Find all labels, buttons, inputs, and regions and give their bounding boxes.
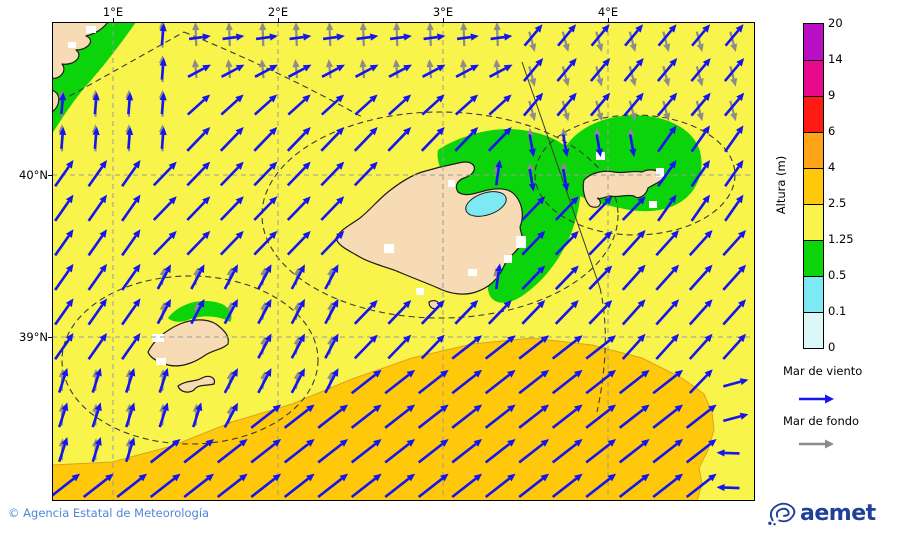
aemet-logo: aemet	[766, 498, 876, 528]
colorbar-level-label: 1.25	[828, 232, 854, 246]
land-masses	[51, 21, 665, 393]
aemet-logo-text: aemet	[800, 500, 876, 526]
aemet-logo-icon	[768, 502, 796, 526]
zone-boundaries	[51, 31, 736, 445]
menorca-island	[582, 169, 665, 208]
colorbar-segment	[804, 96, 823, 132]
colorbar-segment	[804, 24, 823, 60]
axis-tick	[608, 18, 609, 22]
copyright-text: © Agencia Estatal de Meteorología	[8, 506, 210, 520]
colorbar-level-label: 0	[828, 340, 836, 354]
axis-tick	[278, 18, 279, 22]
colorbar-level-label: 20	[828, 16, 843, 30]
colorbar-segment	[804, 276, 823, 312]
wind-sea-arrow-icon	[799, 394, 834, 404]
ytick-39n: 39°N	[19, 330, 48, 344]
wave-height-colorbar	[803, 23, 824, 349]
colorbar-title: Altura (m)	[774, 155, 788, 215]
xtick-1e: 1°E	[102, 5, 124, 19]
colorbar-level-label: 9	[828, 88, 836, 102]
colorbar-level-label: 0.1	[828, 304, 847, 318]
ibiza-island	[147, 319, 229, 367]
formentera-island	[177, 375, 215, 393]
colorbar-level-label: 14	[828, 52, 843, 66]
xtick-3e: 3°E	[432, 5, 454, 19]
axis-tick	[48, 337, 52, 338]
axis-tick	[113, 18, 114, 22]
colorbar-level-label: 0.5	[828, 268, 847, 282]
colorbar-level-label: 6	[828, 124, 836, 138]
swell-label: Mar de fondo	[783, 414, 860, 428]
colorbar-segment	[804, 132, 823, 168]
colorbar-level-label: 2.5	[828, 196, 847, 210]
calm-patches	[68, 26, 664, 365]
xtick-4e: 4°E	[597, 5, 619, 19]
mallorca-island	[335, 161, 524, 295]
colorbar-segment	[804, 204, 823, 240]
map-canvas	[49, 20, 755, 502]
ytick-40n: 40°N	[19, 168, 48, 182]
colorbar-segment	[804, 240, 823, 276]
colorbar-segment	[804, 168, 823, 204]
axis-tick	[443, 18, 444, 22]
wave-height-map	[49, 20, 755, 502]
wind-sea-label: Mar de viento	[783, 364, 863, 378]
lat-lon-gridlines	[52, 22, 755, 501]
xtick-2e: 2°E	[267, 5, 289, 19]
alcudia-bay	[465, 191, 507, 217]
colorbar-segment	[804, 60, 823, 96]
high-wave-region	[51, 337, 715, 502]
colorbar-segment	[804, 312, 823, 348]
swell-arrow-icon	[799, 439, 834, 449]
map-frame	[52, 22, 755, 501]
wind-swell-arrows	[49, 20, 749, 499]
colorbar-level-label: 4	[828, 160, 836, 174]
zone-boundary-solid	[521, 61, 601, 289]
axis-tick	[48, 175, 52, 176]
